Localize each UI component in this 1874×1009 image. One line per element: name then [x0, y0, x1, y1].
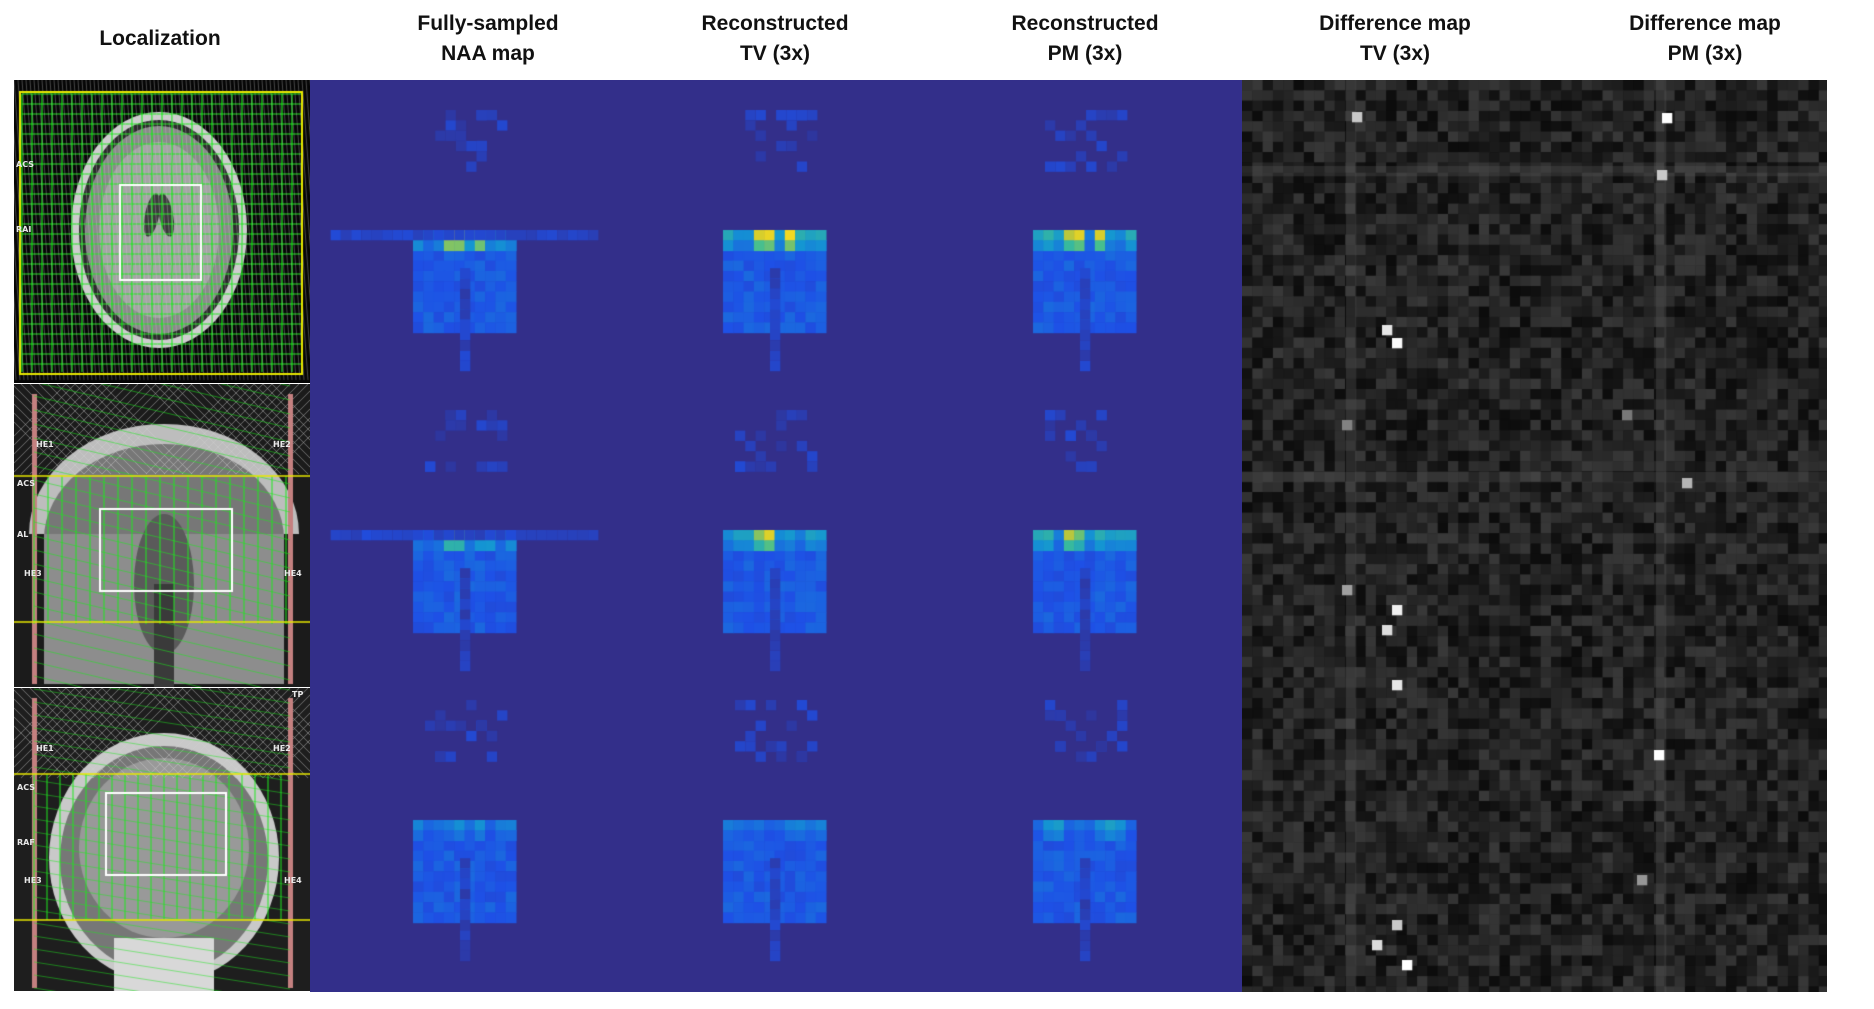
header-localization: Localization — [60, 0, 260, 78]
coronal-localizer-image — [14, 688, 310, 991]
header-tv-recon: Reconstructed TV (3x) — [660, 0, 890, 78]
difference-map-panel — [1242, 80, 1827, 992]
header-naa-line2: NAA map — [441, 42, 535, 65]
localizer-sagittal: HE1 HE2 ACS AL HE3 HE4 — [14, 384, 310, 687]
header-naa-line1: Fully-sampled — [417, 12, 559, 35]
cor-label-he1: HE1 — [36, 744, 54, 753]
sag-label-al: AL — [17, 530, 29, 539]
localizer-coronal: TP HE1 HE2 ACS RAF HE3 HE4 — [14, 688, 310, 991]
header-pm-line2: PM (3x) — [1047, 42, 1123, 65]
sagittal-localizer-image — [14, 384, 310, 687]
difference-maps-image — [1242, 80, 1827, 992]
sag-label-he4: HE4 — [284, 569, 302, 578]
header-diff-tv: Difference map TV (3x) — [1280, 0, 1510, 78]
cor-label-raf: RAF — [17, 838, 35, 847]
header-diff-pm: Difference map PM (3x) — [1590, 0, 1820, 78]
header-tv-line1: Reconstructed — [701, 12, 849, 35]
naa-map-panel — [310, 80, 1242, 992]
header-dtv-line1: Difference map — [1319, 12, 1471, 35]
cor-label-acs: ACS — [17, 783, 35, 792]
cor-label-tp: TP — [292, 690, 304, 699]
header-localization-text: Localization — [99, 27, 221, 50]
sag-label-acs: ACS — [17, 479, 35, 488]
localizer-axial: ACS RAI — [14, 80, 310, 383]
header-dpm-line1: Difference map — [1629, 12, 1781, 35]
naa-reconstruction-maps-image — [310, 80, 1242, 992]
header-pm-line1: Reconstructed — [1011, 12, 1159, 35]
sag-label-he2: HE2 — [273, 440, 291, 449]
sag-label-he3: HE3 — [24, 569, 42, 578]
header-naa-map: Fully-sampled NAA map — [368, 0, 608, 78]
sag-label-he1: HE1 — [36, 440, 54, 449]
header-pm-recon: Reconstructed PM (3x) — [970, 0, 1200, 78]
axial-label-a: ACS — [16, 160, 34, 169]
header-dpm-line2: PM (3x) — [1667, 42, 1743, 65]
cor-label-he4: HE4 — [284, 876, 302, 885]
axial-localizer-image — [14, 80, 310, 383]
header-tv-line2: TV (3x) — [739, 42, 810, 65]
cor-label-he2: HE2 — [273, 744, 291, 753]
cor-label-he3: HE3 — [24, 876, 42, 885]
header-dtv-line2: TV (3x) — [1359, 42, 1430, 65]
axial-label-b: RAI — [16, 225, 32, 234]
